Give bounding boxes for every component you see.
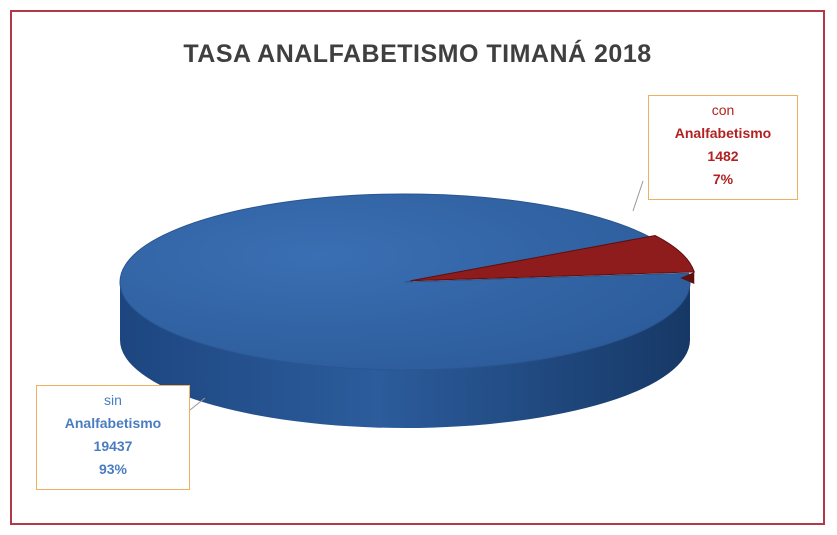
chart-title: TASA ANALFABETISMO TIMANÁ 2018 <box>183 40 652 68</box>
data-label-con-line1: con <box>711 102 735 118</box>
data-label-sin-line2: Analfabetismo <box>64 415 162 431</box>
pie-slice-con-edge <box>680 271 695 284</box>
data-label-con: con Analfabetismo 1482 7% <box>648 95 798 200</box>
data-label-sin: sin Analfabetismo 19437 93% <box>36 385 190 490</box>
data-label-con-percent: 7% <box>712 171 734 187</box>
pie-slice-con <box>410 234 695 282</box>
data-label-sin-percent: 93% <box>98 461 128 477</box>
data-label-con-line2: Analfabetismo <box>674 125 772 141</box>
leader-line-con <box>632 180 644 212</box>
leader-line-sin <box>189 397 206 411</box>
data-label-sin-line1: sin <box>104 392 122 408</box>
pie-slice-sin <box>119 193 691 371</box>
pie-slice-side-sin <box>120 282 690 428</box>
data-label-con-value: 1482 <box>707 148 739 164</box>
data-label-sin-value: 19437 <box>93 438 133 454</box>
